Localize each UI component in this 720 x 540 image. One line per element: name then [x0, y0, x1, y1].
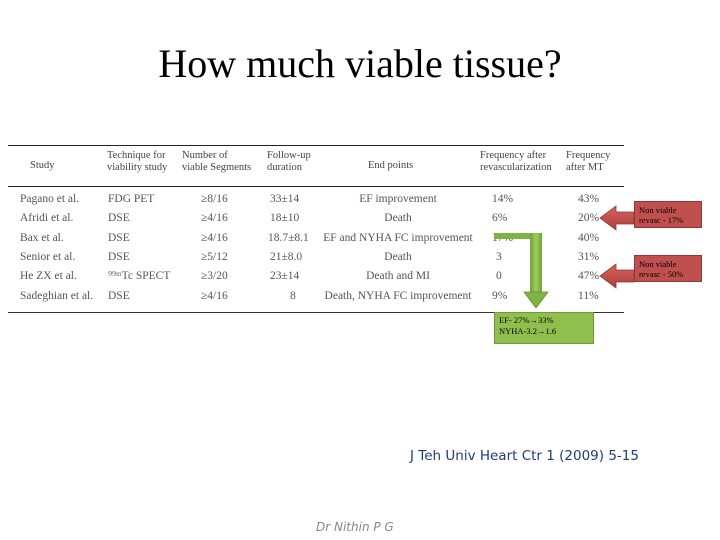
- cell-study: Sadeghian et al.: [20, 290, 94, 302]
- viability-table: Study Technique for viability study Numb…: [8, 140, 624, 313]
- header-study: Study: [30, 160, 55, 171]
- cell-freq-revasc: 17%: [492, 232, 514, 244]
- cell-freq-mt: 40%: [578, 232, 600, 244]
- cell-study: Bax et al.: [20, 232, 64, 244]
- cell-freq-revasc: 14%: [492, 193, 514, 205]
- cell-freq-revasc: 9%: [492, 290, 508, 302]
- cell-segments: ≥8/16: [201, 193, 228, 205]
- cell-follow-up: 21±8.0: [270, 251, 303, 263]
- cell-end-point: Death, NYHA FC improvement: [324, 290, 472, 302]
- cell-segments: ≥4/16: [201, 212, 228, 224]
- cell-study: He ZX et al.: [20, 270, 77, 282]
- ef-nyha-box: EF- 27%→33% NYHA-3.2→1.6: [494, 312, 594, 344]
- callout-nonviable-lower: Non viable revasc - 50%: [634, 255, 702, 282]
- cell-technique: DSE: [108, 232, 130, 244]
- table-bottom-rule: [8, 312, 624, 313]
- table-top-rule: [8, 145, 624, 146]
- header-follow-up: Follow-up duration: [267, 150, 311, 173]
- cell-end-point: Death: [384, 212, 412, 224]
- cell-technique: DSE: [108, 251, 130, 263]
- cell-follow-up: 18.7±8.1: [268, 232, 309, 244]
- header-freq-mt: Frequency after MT: [566, 150, 611, 173]
- cell-follow-up: 23±14: [270, 270, 300, 282]
- ef-change-text: EF- 27%→33%: [499, 315, 554, 325]
- cell-freq-mt: 11%: [578, 290, 599, 302]
- header-end-points: End points: [368, 160, 414, 171]
- cell-segments: ≥5/12: [201, 251, 228, 263]
- cell-segments: ≥4/16: [201, 290, 228, 302]
- cell-technique: DSE: [108, 212, 130, 224]
- cell-segments: ≥3/20: [201, 270, 228, 282]
- slide-title: How much viable tissue?: [158, 41, 562, 86]
- cell-freq-mt: 43%: [578, 193, 600, 205]
- cell-freq-revasc: 6%: [492, 212, 508, 224]
- cell-study: Senior et al.: [20, 251, 76, 263]
- citation: J Teh Univ Heart Ctr 1 (2009) 5-15: [410, 448, 639, 464]
- header-technique: Technique for viability study: [107, 150, 168, 173]
- cell-freq-mt: 31%: [578, 251, 600, 263]
- cell-freq-mt: 20%: [578, 212, 600, 224]
- cell-end-point: EF and NYHA FC improvement: [323, 232, 473, 244]
- cell-end-point: Death: [384, 251, 412, 263]
- table-header-rule: [8, 186, 624, 187]
- nyha-change-text: NYHA-3.2→1.6: [499, 326, 557, 336]
- cell-end-point: EF improvement: [359, 193, 437, 205]
- cell-technique: DSE: [108, 290, 130, 302]
- cell-technique: ⁹⁹ᵐTc SPECT: [108, 270, 171, 282]
- cell-freq-mt: 47%: [578, 270, 600, 282]
- cell-follow-up: 8: [290, 290, 296, 302]
- callout-nonviable-upper: Non viable revasc - 17%: [634, 201, 702, 228]
- cell-segments: ≥4/16: [201, 232, 228, 244]
- author-footer: Dr Nithin P G: [316, 520, 394, 534]
- cell-end-point: Death and MI: [366, 270, 430, 282]
- cell-technique: FDG PET: [108, 193, 155, 205]
- cell-follow-up: 18±10: [270, 212, 300, 224]
- cell-study: Afridi et al.: [20, 212, 74, 224]
- header-freq-revasc: Frequency after revascularization: [480, 150, 552, 173]
- cell-study: Pagano et al.: [20, 193, 80, 205]
- cell-follow-up: 33±14: [270, 193, 300, 205]
- cell-freq-revasc: 0: [496, 270, 502, 282]
- cell-freq-revasc: 3: [496, 251, 502, 263]
- header-viable-segments: Number of viable Segments: [182, 150, 252, 173]
